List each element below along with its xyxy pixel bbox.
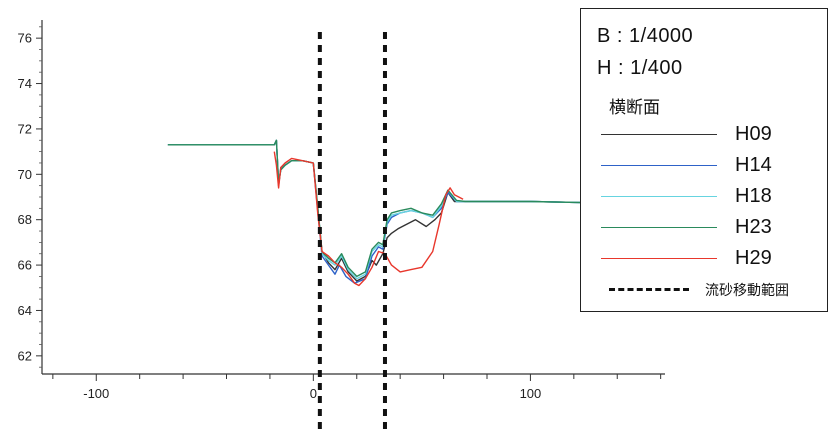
legend-swatch <box>601 227 717 228</box>
legend-swatch <box>601 134 717 135</box>
y-tick-label: 68 <box>18 212 32 227</box>
legend-label: H09 <box>735 123 772 145</box>
series-lines <box>167 139 657 287</box>
legend-label: H18 <box>735 185 772 207</box>
legend-label: H14 <box>735 154 772 176</box>
legend-item-h18: H18 <box>601 185 821 209</box>
y-tick-label: 64 <box>18 303 32 318</box>
x-tick-label: -100 <box>83 386 109 401</box>
legend: B : 1/4000 H : 1/400 横断面 H09 H14 H18 H23 H29… <box>580 8 828 312</box>
sediment-range-lines <box>317 32 387 432</box>
legend-subtitle: 横断面 <box>609 98 660 118</box>
legend-item-h14: H14 <box>601 154 821 178</box>
axes: 62 64 66 68 70 72 74 76 -100 0 100 <box>18 20 665 401</box>
legend-item-sediment-range: 流砂移動範囲 <box>601 277 821 301</box>
y-tick-label: 76 <box>18 31 32 46</box>
legend-swatch <box>601 258 717 259</box>
y-tick-label: 72 <box>18 121 32 136</box>
legend-label: H29 <box>735 247 772 269</box>
y-tick-label: 70 <box>18 167 32 182</box>
legend-item-h23: H23 <box>601 216 821 240</box>
x-tick-label: 0 <box>310 386 317 401</box>
legend-swatch <box>601 196 717 197</box>
legend-scale-b: B : 1/4000 <box>597 25 694 47</box>
legend-item-h29: H29 <box>601 247 821 271</box>
legend-dashed-label: 流砂移動範囲 <box>705 283 789 299</box>
y-tick-label: 66 <box>18 258 32 273</box>
legend-item-h09: H09 <box>601 123 821 147</box>
legend-swatch <box>601 165 717 166</box>
series-line-h29 <box>273 151 464 287</box>
legend-scale-h: H : 1/400 <box>597 57 683 79</box>
legend-label: H23 <box>735 216 772 238</box>
y-tick-label: 62 <box>18 348 32 363</box>
y-tick-label: 74 <box>18 76 32 91</box>
x-tick-label: 100 <box>520 386 542 401</box>
legend-dashed-swatch <box>609 288 689 291</box>
